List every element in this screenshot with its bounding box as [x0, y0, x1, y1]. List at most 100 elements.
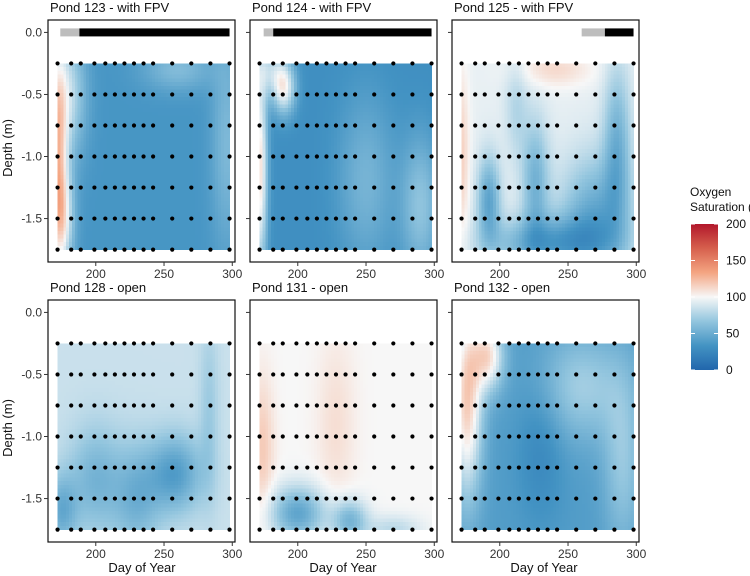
- heatmap-cell: [200, 67, 205, 72]
- heatmap-cell: [200, 104, 205, 109]
- heatmap-cell: [291, 201, 295, 206]
- heatmap-cell: [160, 89, 165, 94]
- heatmap-cell: [71, 238, 76, 243]
- heatmap-cell: [348, 141, 352, 146]
- heatmap-cell: [336, 160, 341, 165]
- heatmap-cell: [57, 156, 62, 161]
- heatmap-cell: [339, 186, 344, 191]
- heatmap-cell: [172, 238, 176, 243]
- heatmap-cell: [293, 85, 298, 91]
- heatmap-cell: [152, 145, 156, 150]
- heatmap-cell: [140, 149, 145, 154]
- heatmap-cell: [140, 104, 145, 109]
- heatmap-cell: [334, 96, 338, 102]
- heatmap-cell: [169, 100, 173, 105]
- heatmap-cell: [273, 74, 278, 79]
- heatmap-cell: [129, 63, 133, 68]
- heatmap-cell: [74, 245, 79, 251]
- heatmap-cell: [94, 152, 99, 158]
- heatmap-cell: [172, 111, 176, 117]
- heatmap-cell: [192, 123, 196, 128]
- heatmap-cell: [311, 74, 315, 79]
- heatmap-cell: [308, 74, 312, 79]
- heatmap-cell: [345, 137, 350, 143]
- heatmap-cell: [203, 242, 208, 247]
- heatmap-cell: [163, 85, 168, 91]
- heatmap-cell: [276, 208, 281, 213]
- heatmap-cell: [276, 175, 281, 180]
- heatmap-cell: [195, 85, 199, 91]
- heatmap-cell: [325, 96, 329, 102]
- heatmap-cell: [305, 130, 309, 135]
- heatmap-cell: [348, 204, 352, 210]
- heatmap-cell: [293, 163, 298, 169]
- heatmap-cell: [322, 171, 327, 176]
- heatmap-cell: [137, 70, 142, 76]
- heatmap-cell: [103, 219, 107, 225]
- heatmap-cell: [334, 242, 338, 247]
- heatmap-cell: [273, 156, 278, 161]
- heatmap-cell: [328, 108, 332, 113]
- heatmap-cell: [293, 193, 298, 199]
- heatmap-cell: [336, 204, 341, 210]
- heatmap-cell: [220, 70, 225, 76]
- heatmap-cell: [331, 182, 335, 187]
- heatmap-cell: [259, 227, 264, 232]
- heatmap-cell: [175, 182, 179, 187]
- heatmap-cell: [186, 175, 191, 180]
- heatmap-cell: [166, 171, 170, 176]
- heatmap-cell: [331, 130, 335, 135]
- heatmap-cell: [351, 230, 355, 236]
- heatmap-cell: [296, 227, 301, 232]
- heatmap-cell: [322, 141, 327, 146]
- heatmap-cell: [177, 182, 182, 187]
- heatmap-cell: [103, 63, 107, 68]
- heatmap-cell: [97, 152, 102, 158]
- heatmap-cell: [100, 167, 105, 172]
- heatmap-cell: [336, 227, 341, 232]
- heatmap-cell: [200, 160, 205, 165]
- heatmap-cell: [166, 219, 170, 225]
- heatmap-cell: [143, 163, 148, 169]
- heatmap-cell: [276, 230, 281, 236]
- heatmap-cell: [293, 141, 298, 146]
- heatmap-cell: [328, 134, 332, 139]
- heatmap-cell: [339, 100, 344, 105]
- heatmap-cell: [198, 89, 202, 94]
- heatmap-cell: [132, 219, 136, 225]
- heatmap-cell: [276, 171, 281, 176]
- heatmap-cell: [220, 216, 225, 221]
- heatmap-cell: [97, 104, 102, 109]
- heatmap-cell: [126, 245, 130, 251]
- heatmap-cell: [308, 115, 312, 120]
- heatmap-cell: [94, 85, 99, 91]
- heatmap-cell: [345, 238, 350, 243]
- heatmap-cell: [322, 96, 327, 102]
- heatmap-cell: [331, 219, 335, 225]
- heatmap-cell: [336, 70, 341, 76]
- heatmap-cell: [316, 234, 321, 240]
- heatmap-cell: [80, 167, 84, 172]
- heatmap-cell: [86, 145, 90, 150]
- sample-point: [170, 247, 175, 252]
- heatmap-cell: [348, 227, 352, 232]
- heatmap-cell: [308, 197, 312, 202]
- heatmap-cell: [109, 163, 113, 169]
- heatmap-cell: [83, 78, 87, 83]
- heatmap-cell: [109, 178, 113, 184]
- heatmap-cell: [140, 67, 145, 72]
- heatmap-cell: [348, 115, 352, 120]
- heatmap-cell: [74, 85, 79, 91]
- heatmap-cell: [69, 108, 73, 113]
- heatmap-cell: [328, 93, 332, 98]
- heatmap-cell: [351, 201, 355, 206]
- heatmap-cell: [351, 100, 355, 105]
- heatmap-cell: [175, 137, 179, 143]
- heatmap-cell: [291, 208, 295, 213]
- sample-point: [208, 123, 213, 128]
- heatmap-cell: [103, 115, 107, 120]
- heatmap-cell: [195, 130, 199, 135]
- heatmap-cell: [316, 137, 321, 143]
- heatmap-cell: [192, 167, 196, 172]
- heatmap-cell: [166, 89, 170, 94]
